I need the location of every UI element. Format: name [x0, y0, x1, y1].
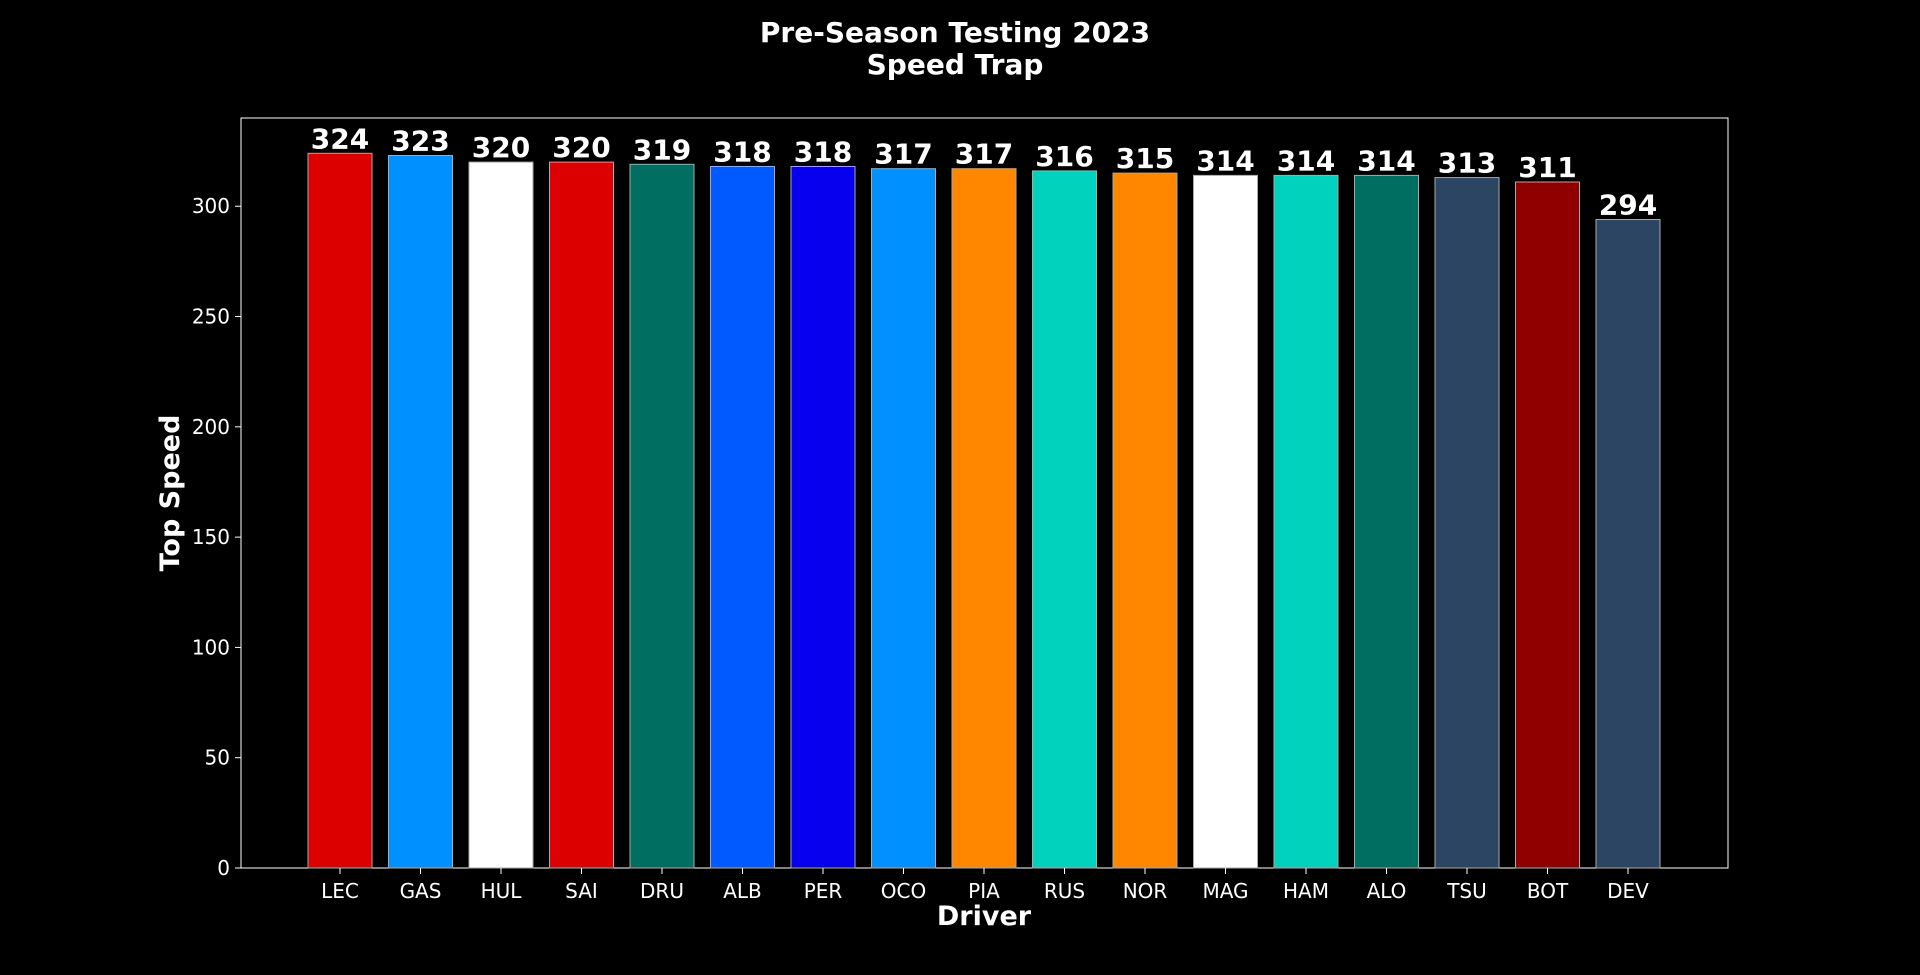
x-axis-label: Driver: [937, 901, 1032, 932]
bar-value-label: 317: [955, 138, 1013, 171]
bar-tsu: [1434, 177, 1500, 869]
y-tick-label: 200: [192, 415, 230, 439]
chart-title: Pre-Season Testing 2023: [760, 16, 1150, 49]
y-tick-label: 250: [192, 305, 230, 329]
bar-value-label: 318: [713, 136, 771, 169]
bar-value-label: 318: [794, 136, 852, 169]
bar-value-label: 314: [1357, 144, 1415, 177]
bar-dev: [1595, 219, 1661, 869]
bar-value-label: 319: [633, 133, 691, 166]
x-tick-label: MAG: [1202, 879, 1248, 903]
bar-nor: [1112, 172, 1178, 869]
bar-value-label: 324: [311, 122, 369, 155]
x-tick-label: ALB: [723, 879, 762, 903]
bar-mag: [1193, 174, 1258, 869]
x-tick-label: DEV: [1607, 879, 1649, 903]
bar-ham: [1273, 174, 1339, 869]
x-tick-label: DRU: [640, 879, 684, 903]
bar-value-label: 313: [1438, 147, 1496, 180]
x-tick-label: TSU: [1446, 879, 1487, 903]
bar-alo: [1354, 174, 1419, 869]
bar-alb: [710, 166, 775, 869]
x-tick-label: SAI: [565, 879, 598, 903]
bar-value-label: 317: [874, 138, 932, 171]
chart-subtitle: Speed Trap: [867, 48, 1044, 81]
x-tick-label: HAM: [1283, 879, 1329, 903]
x-tick-label: HUL: [481, 879, 523, 903]
y-tick-label: 100: [192, 635, 230, 659]
bar-bot: [1515, 181, 1580, 869]
bar-value-label: 323: [391, 125, 449, 158]
y-tick-label: 150: [192, 525, 230, 549]
value-labels-group: 324 323 320 320 319 318 318 317 317 316 315 314 314 3…: [311, 122, 1657, 221]
x-tick-label: ALO: [1367, 879, 1407, 903]
y-axis-label: Top Speed: [155, 415, 186, 572]
bar-value-label: 294: [1599, 189, 1657, 222]
y-tick-label: 300: [192, 194, 230, 218]
bars-group: [307, 152, 1661, 869]
x-tick-label: BOT: [1527, 879, 1569, 903]
x-tick-label: GAS: [400, 879, 442, 903]
x-tick-label: PIA: [968, 879, 1000, 903]
bar-value-label: 320: [472, 131, 530, 164]
bar-value-label: 314: [1277, 144, 1335, 177]
bar-oco: [871, 168, 936, 869]
bar-value-label: 316: [1035, 140, 1093, 173]
bar-dru: [629, 163, 695, 869]
bar-value-label: 315: [1116, 142, 1174, 175]
y-axis-ticks: 0 50 100 150 200 250 300: [192, 194, 241, 880]
x-tick-label: RUS: [1044, 879, 1085, 903]
x-tick-label: LEC: [321, 879, 359, 903]
bar-lec: [307, 152, 373, 869]
bar-sai: [549, 161, 614, 869]
y-tick-label: 0: [217, 856, 230, 880]
bar-pia: [951, 168, 1017, 869]
bar-value-label: 314: [1196, 144, 1254, 177]
bar-hul: [468, 161, 534, 869]
x-axis-ticks: LEC GAS HUL SAI DRU ALB PER OCO PIA RUS NOR MAG HAM A…: [321, 868, 1649, 903]
bar-value-label: 311: [1518, 151, 1576, 184]
bar-per: [790, 166, 856, 869]
y-tick-label: 50: [205, 746, 230, 770]
bar-gas: [388, 155, 453, 869]
x-tick-label: NOR: [1123, 879, 1168, 903]
bar-value-label: 320: [552, 131, 610, 164]
x-tick-label: PER: [804, 879, 843, 903]
bar-rus: [1032, 170, 1097, 869]
x-tick-label: OCO: [881, 879, 926, 903]
